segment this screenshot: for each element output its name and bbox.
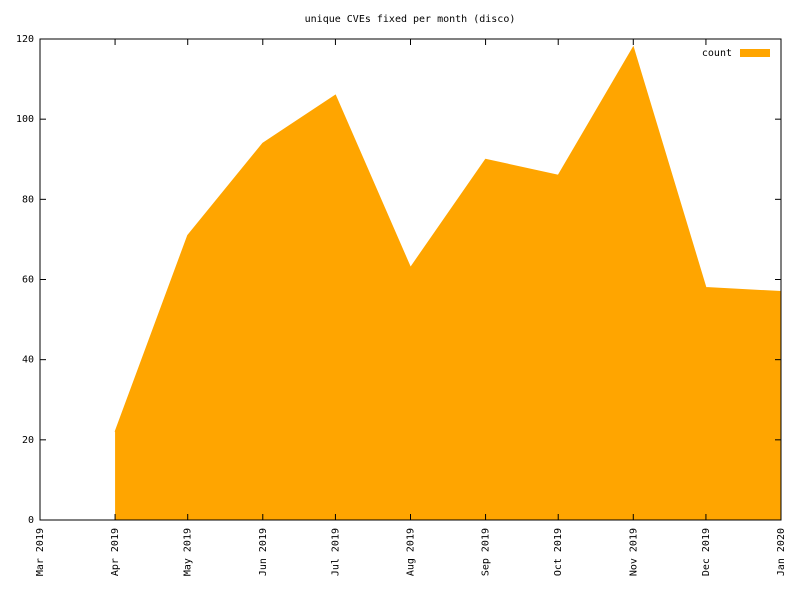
x-tick-label: Sep 2019 [481,528,492,576]
x-tick-label: Aug 2019 [406,528,417,576]
y-tick-label: 20 [22,435,34,446]
legend-swatch [740,49,770,57]
x-tick-label: Dec 2019 [701,528,712,576]
y-tick-label: 80 [22,194,34,205]
x-tick-label: Jun 2019 [258,528,269,576]
area-fill [115,47,782,521]
y-tick-label: 0 [28,515,34,526]
x-tick-label: Nov 2019 [628,528,639,576]
chart-title: unique CVEs fixed per month (disco) [305,14,516,25]
y-tick-label: 120 [16,34,34,45]
x-tick-label: Mar 2019 [35,528,46,576]
x-tick-label: Jul 2019 [330,528,341,576]
x-tick-label: Apr 2019 [110,528,121,576]
y-tick-label: 40 [22,355,34,366]
area-line [114,45,782,432]
x-tick-label: May 2019 [183,528,194,576]
y-tick-label: 100 [16,114,34,125]
x-tick-label: Jan 2020 [776,528,787,576]
x-tick-label: Oct 2019 [553,528,564,576]
y-tick-label: 60 [22,275,34,286]
legend-label: count [702,48,732,59]
